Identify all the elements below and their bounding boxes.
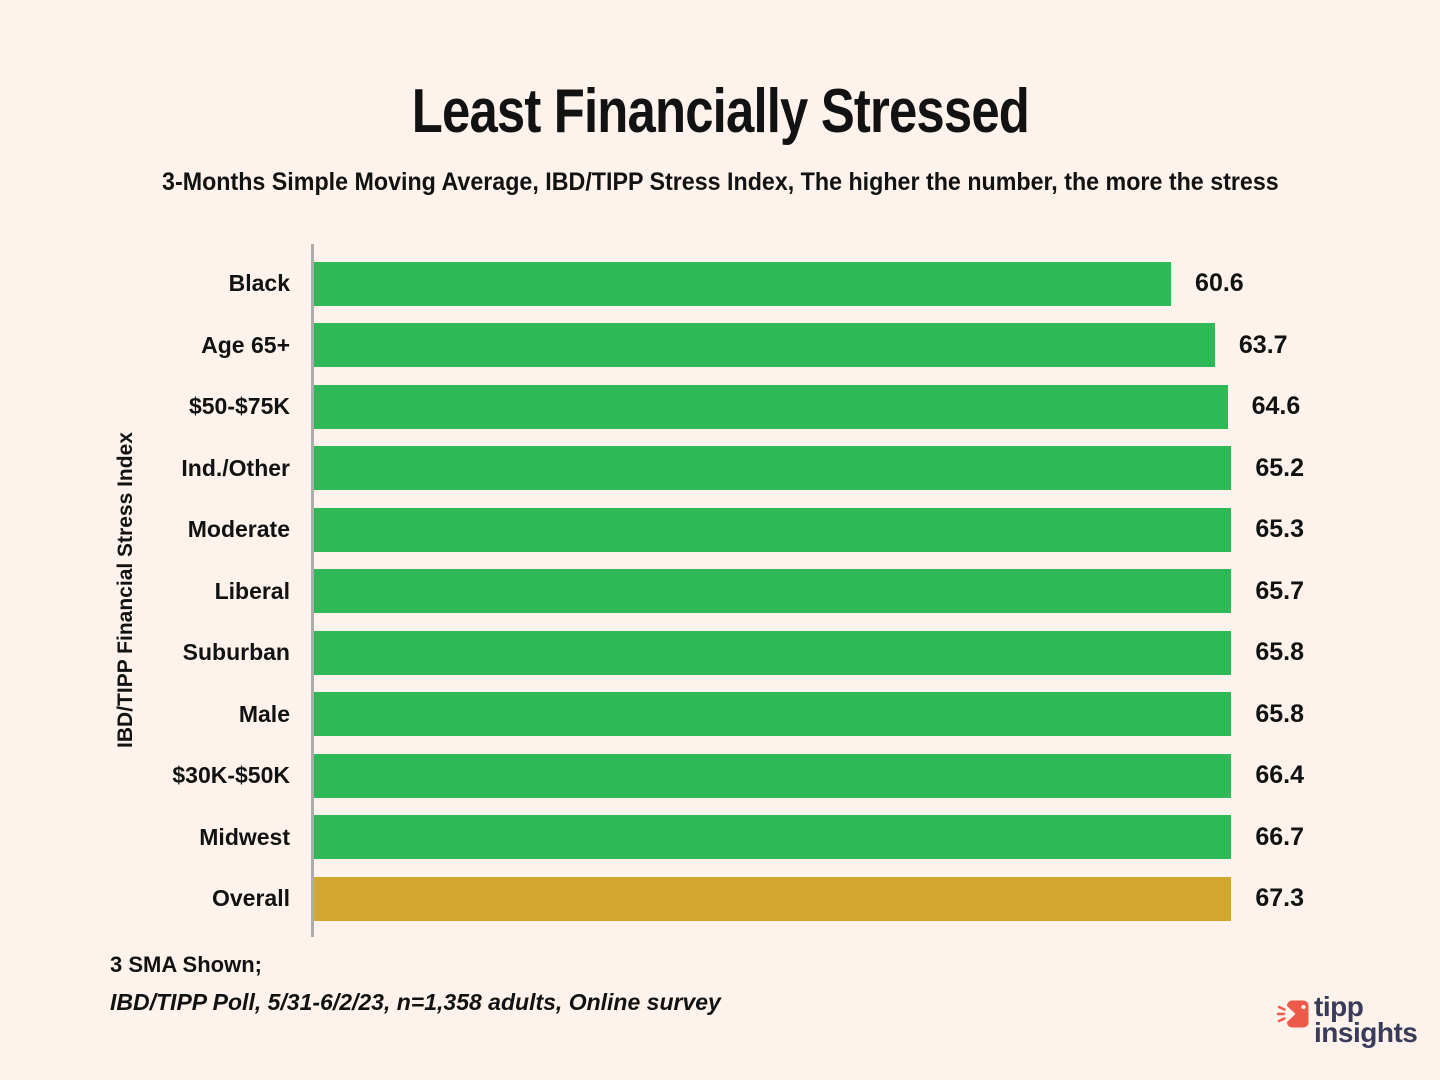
- bar: [314, 815, 1232, 860]
- category-label: Suburban: [182, 639, 290, 666]
- bar-row: Overall 67.3: [0, 868, 1440, 930]
- bar-row: Midwest 66.7: [0, 807, 1440, 869]
- category-label: $50-$75K: [188, 393, 290, 420]
- header: Least Financially Stressed: [0, 76, 1440, 147]
- category-label: Age 65+: [201, 331, 290, 358]
- tipp-insights-logo: tipp insights: [1276, 991, 1418, 1049]
- category-label: Liberal: [214, 577, 290, 604]
- bar-row: Suburban 65.8: [0, 622, 1440, 684]
- logo-line-insights: insights: [1314, 1017, 1418, 1049]
- bar: [314, 507, 1232, 552]
- bar-area: 66.7: [314, 815, 1304, 860]
- footnote-sma: 3 SMA Shown;: [110, 952, 262, 977]
- category-label: Male: [238, 700, 290, 727]
- value-label: 65.2: [1255, 453, 1304, 482]
- category-label: $30K-$50K: [172, 762, 290, 789]
- category-label: Moderate: [187, 516, 290, 543]
- bar-area: 65.3: [314, 507, 1304, 552]
- bar-row: Ind./Other 65.2: [0, 438, 1440, 500]
- bar: [314, 692, 1232, 737]
- value-label: 60.6: [1195, 269, 1244, 298]
- bar: [314, 446, 1232, 491]
- bar-row: Age 65+ 63.7: [0, 315, 1440, 377]
- value-label: 65.8: [1255, 638, 1304, 667]
- bar-row: Liberal 65.7: [0, 561, 1440, 623]
- value-label: 67.3: [1255, 884, 1304, 913]
- bar: [314, 753, 1232, 798]
- footnote-source: IBD/TIPP Poll, 5/31-6/2/23, n=1,358 adul…: [110, 989, 721, 1015]
- chart-title: Least Financially Stressed: [411, 77, 1029, 146]
- bar: [314, 323, 1215, 368]
- category-label: Midwest: [199, 823, 290, 850]
- bar-row: $50-$75K 64.6: [0, 376, 1440, 438]
- bar-area: 63.7: [314, 323, 1304, 368]
- bar: [314, 261, 1172, 306]
- subtitle-wrap: 3-Months Simple Moving Average, IBD/TIPP…: [0, 168, 1440, 197]
- bar-row: $30K-$50K 66.4: [0, 745, 1440, 807]
- value-label: 65.3: [1255, 515, 1304, 544]
- y-axis-line: [311, 244, 314, 937]
- value-label: 66.4: [1255, 761, 1304, 790]
- value-label: 65.7: [1255, 576, 1304, 605]
- bar-area: 67.3: [314, 876, 1304, 921]
- value-label: 65.8: [1255, 699, 1304, 728]
- bar-chart: Black 60.6 Age 65+ 63.7 $50-$75K 64.6 Ind./Oth…: [0, 253, 1440, 930]
- bar-area: 66.4: [314, 753, 1304, 798]
- logo-text: tipp insights: [1314, 991, 1418, 1049]
- bar-area: 64.6: [314, 384, 1304, 429]
- bar-row: Moderate 65.3: [0, 499, 1440, 561]
- bar-area: 60.6: [314, 261, 1304, 306]
- logo-line-tipp: tipp: [1314, 991, 1364, 1022]
- bar: [314, 630, 1232, 675]
- value-label: 64.6: [1251, 392, 1301, 421]
- value-label: 63.7: [1238, 330, 1288, 359]
- bar: [314, 384, 1228, 429]
- value-label: 66.7: [1255, 822, 1304, 851]
- category-label: Overall: [212, 885, 290, 912]
- tipp-insights-logo-icon: [1276, 1000, 1309, 1028]
- bar: [314, 569, 1232, 614]
- bar-area: 65.8: [314, 630, 1304, 675]
- chart-subtitle: 3-Months Simple Moving Average, IBD/TIPP…: [161, 168, 1279, 196]
- bar-row: Black 60.6: [0, 253, 1440, 315]
- category-label: Ind./Other: [181, 454, 290, 481]
- bar-area: 65.2: [314, 446, 1304, 491]
- bar-row: Male 65.8: [0, 684, 1440, 746]
- footnotes: 3 SMA Shown; IBD/TIPP Poll, 5/31-6/2/23,…: [110, 952, 721, 1016]
- bar-area: 65.8: [314, 692, 1304, 737]
- bar-area: 65.7: [314, 569, 1304, 614]
- category-label: Black: [228, 270, 290, 297]
- bar: [314, 876, 1232, 921]
